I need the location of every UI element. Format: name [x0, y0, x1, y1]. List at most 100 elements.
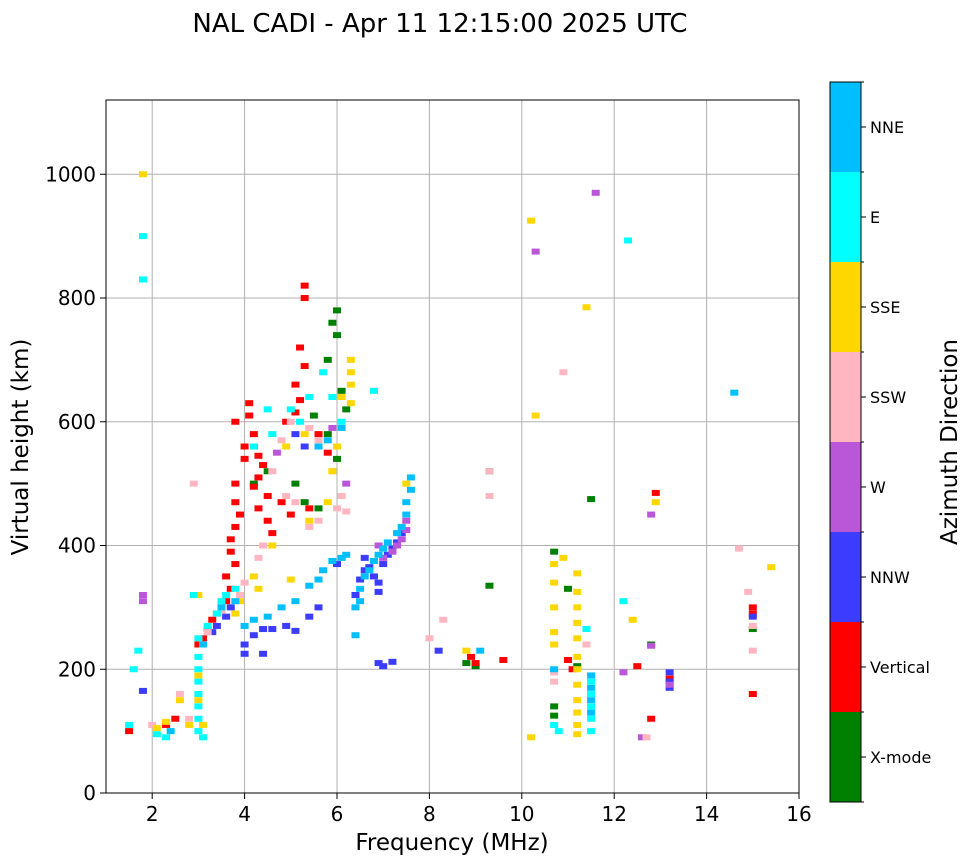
data-point	[647, 642, 656, 649]
colorbar-segment	[830, 622, 861, 712]
data-point	[305, 582, 314, 589]
data-point	[300, 499, 309, 506]
data-point	[300, 295, 309, 301]
data-point	[162, 721, 171, 728]
grid-lines	[106, 100, 800, 794]
data-point	[374, 542, 383, 549]
data-point	[296, 418, 305, 425]
data-point	[337, 554, 346, 561]
colorbar-label: Azimuth Direction	[937, 339, 963, 545]
data-point	[379, 663, 388, 670]
data-point	[665, 678, 674, 685]
data-point	[402, 511, 411, 518]
data-point	[231, 418, 240, 425]
data-point	[393, 539, 402, 546]
data-point	[665, 684, 674, 691]
data-point	[550, 666, 559, 673]
data-point	[573, 663, 582, 670]
data-point	[767, 564, 776, 571]
data-point	[175, 691, 184, 697]
data-point	[748, 691, 757, 697]
data-point	[402, 499, 411, 506]
data-point	[249, 483, 258, 490]
data-point	[194, 666, 203, 673]
data-point	[323, 449, 332, 456]
data-point	[305, 505, 314, 512]
data-point	[152, 725, 161, 732]
data-point	[199, 734, 208, 741]
data-point	[637, 734, 646, 741]
data-point	[651, 499, 660, 506]
data-point	[314, 443, 323, 450]
data-point	[249, 431, 258, 438]
data-point	[587, 684, 596, 691]
x-axis-ticks: 2 4 6 8 10 12 14 16	[146, 793, 812, 826]
data-point	[199, 641, 208, 648]
colorbar-tick-label: SSE	[870, 298, 900, 317]
data-point	[263, 517, 272, 524]
data-point	[471, 660, 480, 667]
data-point	[402, 517, 411, 524]
x-tick-label: 2	[146, 802, 159, 826]
data-point	[379, 545, 388, 552]
data-point	[305, 523, 314, 530]
data-point	[309, 412, 318, 419]
data-point	[323, 431, 332, 438]
data-point	[485, 582, 494, 589]
data-point	[379, 554, 388, 561]
colorbar-segment	[830, 262, 861, 352]
data-point	[268, 530, 277, 537]
data-point	[564, 585, 572, 592]
data-point	[337, 424, 346, 431]
data-point	[573, 635, 582, 642]
data-point	[235, 598, 244, 605]
data-point	[328, 468, 337, 475]
data-point	[305, 517, 314, 524]
series-x-mode	[249, 307, 757, 719]
data-point	[554, 728, 563, 735]
data-point	[231, 598, 240, 605]
colorbar-segment	[830, 532, 861, 622]
data-point	[249, 480, 258, 487]
data-point	[277, 437, 286, 444]
data-point	[573, 604, 582, 611]
data-point	[651, 489, 660, 496]
data-point	[194, 715, 203, 722]
series-ssw	[148, 369, 757, 741]
data-point	[185, 721, 194, 728]
data-point	[323, 499, 332, 506]
data-point	[222, 598, 231, 605]
data-point	[222, 573, 231, 580]
data-point	[291, 499, 300, 506]
data-point	[360, 554, 369, 561]
data-point	[665, 675, 674, 682]
data-point	[485, 493, 494, 499]
data-point	[286, 576, 295, 583]
colorbar-tick-label: NNW	[870, 568, 910, 587]
chart-title: NAL CADI - Apr 11 12:15:00 2025 UTC	[192, 9, 687, 39]
y-tick-label: 800	[58, 286, 96, 310]
data-point	[194, 697, 203, 704]
data-point	[379, 561, 388, 568]
data-point	[277, 499, 286, 506]
data-point	[346, 381, 355, 388]
data-points	[125, 171, 776, 741]
data-point	[194, 653, 203, 660]
data-point	[748, 647, 757, 654]
data-point	[406, 474, 415, 481]
colorbar-tick-label: SSW	[870, 388, 906, 407]
data-point	[222, 613, 231, 620]
data-point	[550, 712, 559, 719]
data-point	[249, 573, 258, 580]
data-point	[559, 554, 568, 561]
series-e	[125, 233, 633, 741]
colorbar-frame	[829, 81, 862, 803]
data-point	[748, 610, 757, 617]
data-point	[175, 697, 184, 704]
data-point	[573, 619, 582, 626]
data-point	[748, 622, 757, 629]
data-point	[245, 400, 254, 407]
plot-frame	[105, 99, 800, 794]
colorbar-tick-label: Vertical	[870, 658, 930, 677]
